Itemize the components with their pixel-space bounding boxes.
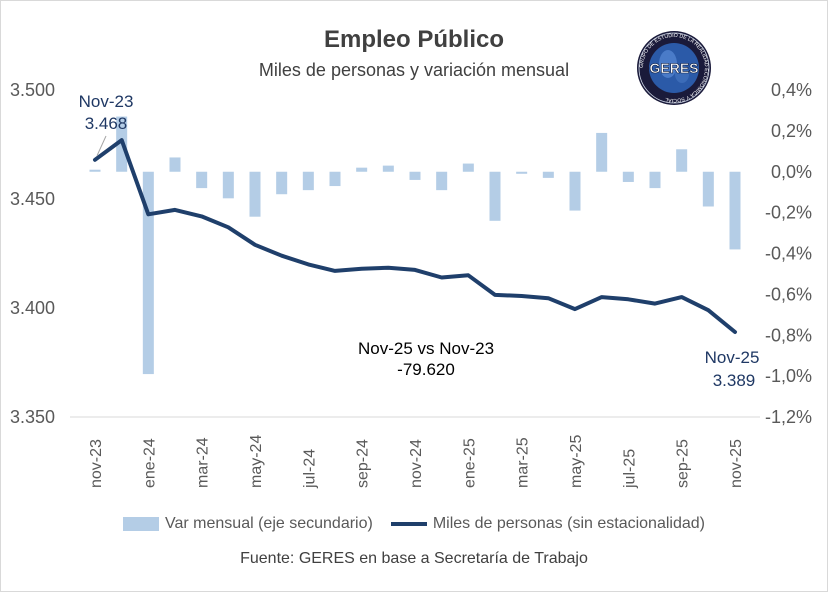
start-label: Nov-23 bbox=[79, 92, 134, 111]
bar-may-25 bbox=[569, 171, 581, 211]
legend-bar-swatch bbox=[123, 517, 160, 531]
bar-oct-25 bbox=[702, 171, 714, 207]
bar-oct-24 bbox=[382, 165, 394, 172]
y-right-tick-label: -0,6% bbox=[765, 284, 812, 304]
legend: Var mensual (eje secundario) Miles de pe… bbox=[0, 512, 828, 536]
legend-item-line: Miles de personas (sin estacionalidad) bbox=[390, 515, 705, 533]
end-label: Nov-25 bbox=[705, 348, 760, 367]
x-tick-label: ene-25 bbox=[461, 438, 478, 488]
bar-ago-25 bbox=[649, 171, 661, 189]
logo-text: GERES bbox=[649, 60, 698, 76]
x-tick-label: mar-25 bbox=[515, 437, 532, 488]
bar-abr-24 bbox=[222, 171, 234, 199]
x-tick-label: mar-24 bbox=[195, 437, 212, 488]
y-left-tick-label: 3.350 bbox=[10, 407, 55, 427]
y-left-tick-label: 3.500 bbox=[10, 80, 55, 100]
y-left-tick-label: 3.450 bbox=[10, 189, 55, 209]
bar-feb-24 bbox=[169, 157, 181, 172]
y-right-tick-labels: -1,2% -1,0% -0,8% -0,6% -0,4% -0,2% 0,0% 0,2% 0,… bbox=[765, 80, 812, 427]
x-tick-label: jul-24 bbox=[301, 449, 318, 489]
x-tick-label: may-24 bbox=[248, 435, 265, 488]
y-right-tick-label: -0,2% bbox=[765, 203, 812, 223]
compare-value: -79.620 bbox=[397, 360, 455, 379]
geres-logo: GRUPO DE ESTUDIO DE LA REALIDAD ECONÓMIC… bbox=[637, 31, 711, 105]
bar-series bbox=[89, 116, 741, 375]
bar-mar-24 bbox=[196, 171, 208, 189]
bar-jun-24 bbox=[276, 171, 288, 195]
bar-feb-25 bbox=[489, 171, 501, 221]
x-tick-label: jul-25 bbox=[621, 449, 638, 489]
annotations: Nov-23 3.468 Nov-25 3.389 Nov-25 vs Nov-… bbox=[79, 92, 760, 390]
bar-jul-24 bbox=[302, 171, 314, 191]
bar-nov-24 bbox=[409, 171, 421, 180]
legend-item-bars: Var mensual (eje secundario) bbox=[123, 515, 373, 533]
x-tick-label: nov-25 bbox=[728, 439, 745, 488]
bar-mar-25 bbox=[516, 171, 528, 174]
bar-nov-23 bbox=[89, 169, 101, 172]
legend-line-swatch bbox=[390, 522, 427, 526]
bar-dic-24 bbox=[436, 171, 448, 191]
y-right-tick-label: -1,0% bbox=[765, 366, 812, 386]
bar-nov-25 bbox=[729, 171, 741, 250]
x-tick-labels: nov-23 ene-24 mar-24 may-24 jul-24 sep-24 nov-… bbox=[88, 435, 745, 489]
bar-may-24 bbox=[249, 171, 261, 217]
line-series-group bbox=[93, 138, 737, 334]
x-tick-label: sep-25 bbox=[675, 439, 692, 488]
y-right-tick-label: -0,4% bbox=[765, 244, 812, 264]
y-right-tick-label: -0,8% bbox=[765, 325, 812, 345]
bar-ago-24 bbox=[329, 171, 341, 187]
chart-subtitle: Miles de personas y variación mensual bbox=[258, 60, 570, 80]
y-right-tick-label: -1,2% bbox=[765, 407, 812, 427]
start-leader-line bbox=[96, 135, 107, 156]
x-tick-label: nov-24 bbox=[408, 439, 425, 488]
y-left-tick-label: 3.400 bbox=[10, 298, 55, 318]
y-right-tick-label: 0,0% bbox=[771, 162, 812, 182]
legend-bar-label: Var mensual (eje secundario) bbox=[165, 515, 373, 532]
y-right-tick-label: 0,2% bbox=[771, 121, 812, 141]
x-tick-label: may-25 bbox=[568, 435, 585, 488]
compare-label: Nov-25 vs Nov-23 bbox=[358, 339, 494, 358]
bar-ene-25 bbox=[462, 163, 474, 172]
start-value: 3.468 bbox=[85, 114, 128, 133]
chart-title: Empleo Público bbox=[323, 26, 505, 53]
end-value: 3.389 bbox=[713, 371, 756, 390]
y-right-tick-label: 0,4% bbox=[771, 80, 812, 100]
source-note: Fuente: GERES en base a Secretaría de Tr… bbox=[240, 550, 588, 567]
y-left-tick-labels: 3.350 3.400 3.450 3.500 bbox=[10, 80, 55, 427]
x-tick-label: ene-24 bbox=[141, 438, 158, 488]
bar-jun-25 bbox=[596, 132, 608, 172]
bar-ene-24 bbox=[142, 171, 154, 375]
x-tick-label: sep-24 bbox=[355, 439, 372, 488]
bar-jul-25 bbox=[622, 171, 634, 182]
bar-abr-25 bbox=[542, 171, 554, 178]
legend-line-label: Miles de personas (sin estacionalidad) bbox=[432, 515, 705, 532]
bar-sep-24 bbox=[356, 167, 368, 172]
employment-line bbox=[93, 138, 737, 334]
bar-sep-25 bbox=[676, 149, 688, 172]
x-tick-label: nov-23 bbox=[88, 439, 105, 488]
